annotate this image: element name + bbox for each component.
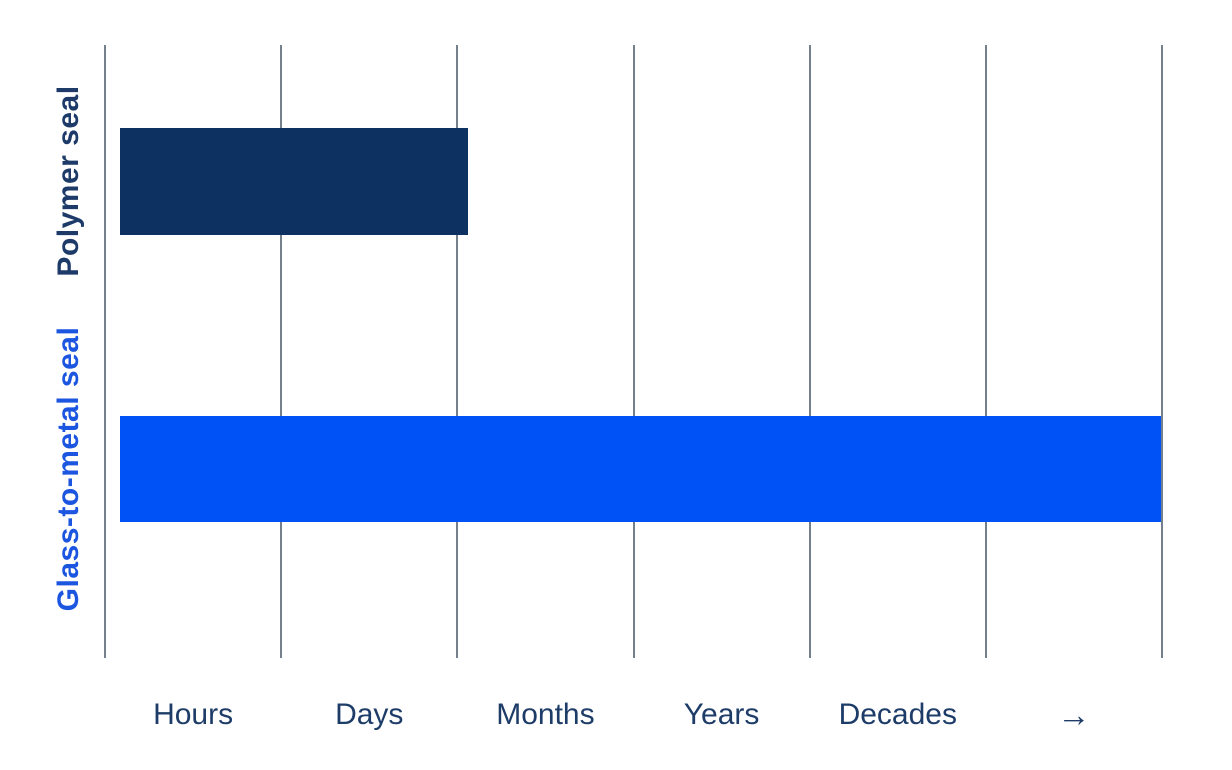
x-tick-months: Months — [496, 698, 595, 731]
row-label-polymer-seal: Polymer seal — [52, 85, 85, 278]
row-label-glass-to-metal-seal: Glass-to-metal seal — [52, 326, 85, 612]
gridline — [984, 45, 987, 658]
arrow-right-icon: → — [1057, 696, 1091, 733]
bar-polymer-seal — [120, 128, 469, 235]
gridline — [280, 45, 283, 658]
gridline — [104, 45, 106, 658]
gridline — [632, 45, 635, 658]
x-tick-decades: Decades — [838, 698, 957, 731]
gridline — [1161, 45, 1163, 658]
x-tick-years: Years — [683, 698, 760, 731]
x-tick-days: Days — [335, 698, 404, 731]
plot-area — [104, 45, 1163, 658]
gridline — [808, 45, 811, 658]
bar-glass-to-metal-seal — [120, 415, 1161, 523]
x-tick-hours: Hours — [153, 698, 234, 731]
x-axis-tick-labels: Hours Days Months Years Decades → — [105, 690, 1162, 740]
gridline — [456, 45, 459, 658]
